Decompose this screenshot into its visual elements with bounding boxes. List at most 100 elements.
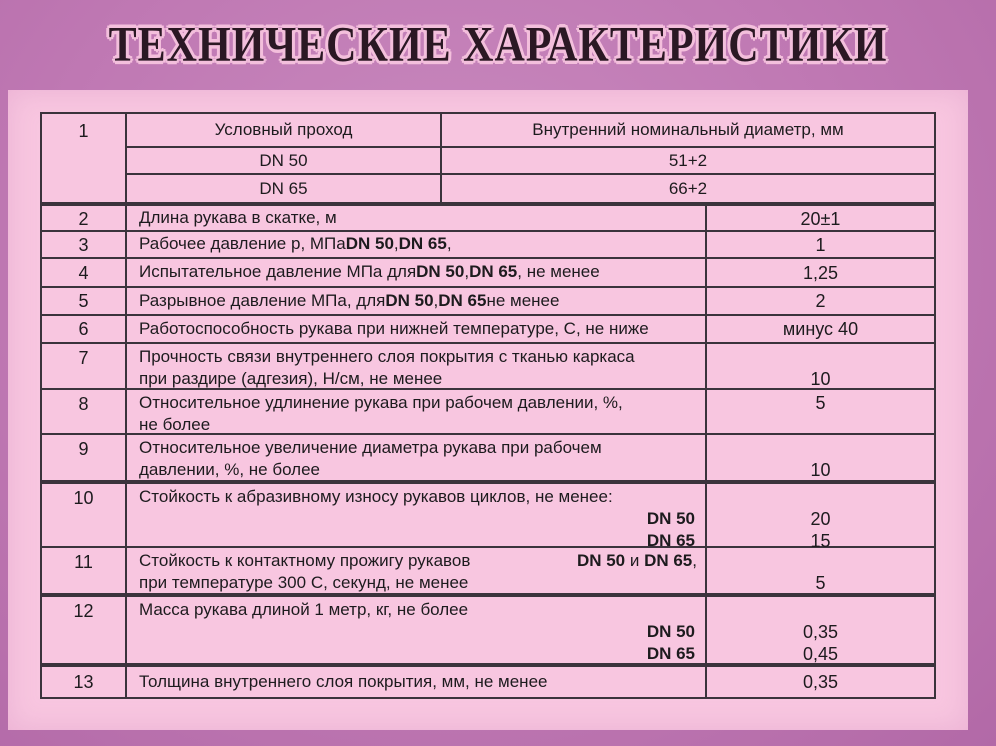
value-cell: 10	[707, 344, 934, 393]
description-cell: Рабочее давление р, МПа DN 50, DN 65,	[127, 232, 707, 257]
spec-text: ,	[393, 234, 399, 253]
description-cell: Масса рукава длиной 1 метр, кг, не более…	[127, 597, 707, 668]
spec-text: не менее	[486, 290, 560, 310]
spec-text: Разрывное давление МПа, для	[139, 290, 386, 310]
description-line: Длина рукава в скатке, м	[139, 207, 697, 229]
subrow-right-cell: 51+2	[668, 150, 708, 170]
value-line: 0,35	[802, 672, 839, 692]
description-line: давлении, %, не более	[139, 459, 697, 481]
spec-text: Относительное увеличение диаметра рукава…	[139, 438, 602, 457]
table-row: 9 Относительное увеличение диаметра рукав…	[42, 435, 934, 484]
dn-size-label: DN 50	[646, 622, 695, 641]
spec-text: ,	[464, 262, 470, 281]
description-cell: Толщина внутреннего слоя покрытия, мм, н…	[127, 667, 707, 697]
value-cell: 2	[707, 288, 934, 314]
value-line: 20±1	[800, 208, 841, 229]
row-number: 1	[42, 114, 127, 202]
value-cell: 20 15	[707, 484, 934, 555]
spec-text: Длина рукава в скатке, м	[139, 208, 337, 227]
spec-text: давлении, %, не более	[139, 460, 320, 479]
value-line: 10	[810, 460, 831, 480]
value-cell: минус 40	[707, 316, 934, 342]
table-row: 12 Масса рукава длиной 1 метр, кг, не бол…	[42, 595, 934, 668]
spec-text: , не менее	[517, 262, 600, 281]
description-line: Толщина внутреннего слоя покрытия, мм, н…	[139, 671, 697, 693]
table-row: 10 Стойкость к абразивному износу рукавов…	[42, 482, 934, 555]
specs-table: 1 Условный проход Внутренний номинальный д…	[40, 112, 936, 699]
table-row: 7 Прочность связи внутреннего слоя покрыт…	[42, 344, 934, 393]
table-row: 4 Испытательное давление МПа для DN 50, D…	[42, 259, 934, 288]
dn-size-label: DN 65	[398, 234, 447, 253]
dn-row: DN 50 51+2	[127, 148, 934, 175]
table-row: 2 Длина рукава в скатке, м 20±1	[42, 206, 934, 232]
table-row: 5 Разрывное давление МПа, для DN 50, DN 6…	[42, 288, 934, 316]
value-line: минус 40	[782, 319, 859, 339]
subrow-right-cell: 66+2	[668, 178, 708, 198]
value-line: 5	[815, 573, 826, 593]
subrow-left-cell: DN 50	[127, 148, 442, 173]
value-cell: 5	[707, 390, 934, 439]
description-cell: Работоспособность рукава при нижней темп…	[127, 316, 707, 342]
row-number: 3	[42, 232, 127, 257]
spec-text: Стойкость к контактному прожигу рукавов	[139, 551, 471, 570]
row-number: 5	[42, 288, 127, 314]
spec-text: Толщина внутреннего слоя покрытия, мм, н…	[139, 671, 548, 691]
dn-size-label: DN 65	[646, 644, 695, 663]
table-row: 3 Рабочее давление р, МПа DN 50, DN 65, 1	[42, 232, 934, 259]
description-line: Стойкость к контактному прожигу рукавов D…	[139, 550, 697, 572]
description-line: при раздире (адгезия), Н/см, не менее	[139, 368, 697, 390]
description-line: DN 50	[139, 621, 697, 643]
spec-text: Масса рукава длиной 1 метр, кг, не более	[139, 600, 469, 619]
description-line: Рабочее давление р, МПа DN 50, DN 65,	[139, 233, 697, 255]
description-line: Масса рукава длиной 1 метр, кг, не более	[139, 599, 697, 621]
spec-text: Прочность связи внутреннего слоя покрыти…	[139, 347, 635, 366]
description-line: Стойкость к абразивному износу рукавов ц…	[139, 486, 697, 508]
spec-text: при раздире (адгезия), Н/см, не менее	[139, 369, 443, 388]
dn-size-label: DN 65	[469, 262, 518, 281]
dn-size-label: DN 65	[644, 551, 693, 570]
spec-text: Испытательное давление МПа для	[139, 262, 417, 281]
description-line: не более	[139, 414, 697, 436]
value-line: 20	[810, 509, 831, 529]
row-number: 4	[42, 259, 127, 286]
dn-size-label: DN 50	[646, 509, 695, 528]
value-line: 1	[815, 234, 826, 255]
description-line: Относительное удлинение рукава при рабоч…	[139, 392, 697, 414]
description-cell: Стойкость к абразивному износу рукавов ц…	[127, 484, 707, 555]
row-number: 7	[42, 344, 127, 393]
description-cell: Прочность связи внутреннего слоя покрыти…	[127, 344, 707, 393]
dn-row: DN 65 66+2	[127, 175, 934, 202]
description-left-part: Стойкость к контактному прожигу рукавов	[139, 550, 470, 572]
row-1-subrows: Условный проход Внутренний номинальный ди…	[127, 114, 934, 202]
dn-size-label: DN 65	[438, 290, 487, 310]
header-row: Условный проход Внутренний номинальный ди…	[127, 114, 934, 148]
description-cell: Испытательное давление МПа для DN 50, DN…	[127, 259, 707, 286]
row-number: 11	[42, 548, 127, 597]
value-cell: 0,35	[707, 667, 934, 697]
value-line: 1,25	[802, 262, 839, 283]
value-line: 2	[815, 291, 826, 311]
row-number: 6	[42, 316, 127, 342]
spec-text: ,	[446, 234, 452, 253]
description-line: Испытательное давление МПа для DN 50, DN…	[139, 261, 697, 283]
row-number: 12	[42, 597, 127, 668]
value-cell: 20±1	[707, 206, 934, 231]
dn-size-label: DN 65	[646, 531, 695, 550]
spec-text: не более	[139, 415, 211, 434]
description-line: при температуре 300 С, секунд, не менее	[139, 572, 697, 594]
description-cell: Стойкость к контактному прожигу рукавов D…	[127, 548, 707, 597]
spec-text: ,	[433, 290, 439, 310]
value-cell: 1	[707, 232, 934, 257]
description-line: Относительное увеличение диаметра рукава…	[139, 437, 697, 459]
spec-text: и	[625, 551, 645, 570]
dn-size-label: DN 50	[416, 262, 465, 281]
table-row: 13 Толщина внутреннего слоя покрытия, мм,…	[42, 665, 934, 697]
subrow-right-cell: Внутренний номинальный диаметр, мм	[532, 120, 844, 139]
table-row: 11 Стойкость к контактному прожигу рукаво…	[42, 548, 934, 597]
value-line: 10	[810, 369, 831, 389]
subrow-left-cell: DN 65	[127, 175, 442, 202]
description-line: Разрывное давление МПа, для DN 50, DN 65…	[139, 290, 697, 312]
row-number: 2	[42, 206, 127, 231]
description-cell: Относительное увеличение диаметра рукава…	[127, 435, 707, 484]
